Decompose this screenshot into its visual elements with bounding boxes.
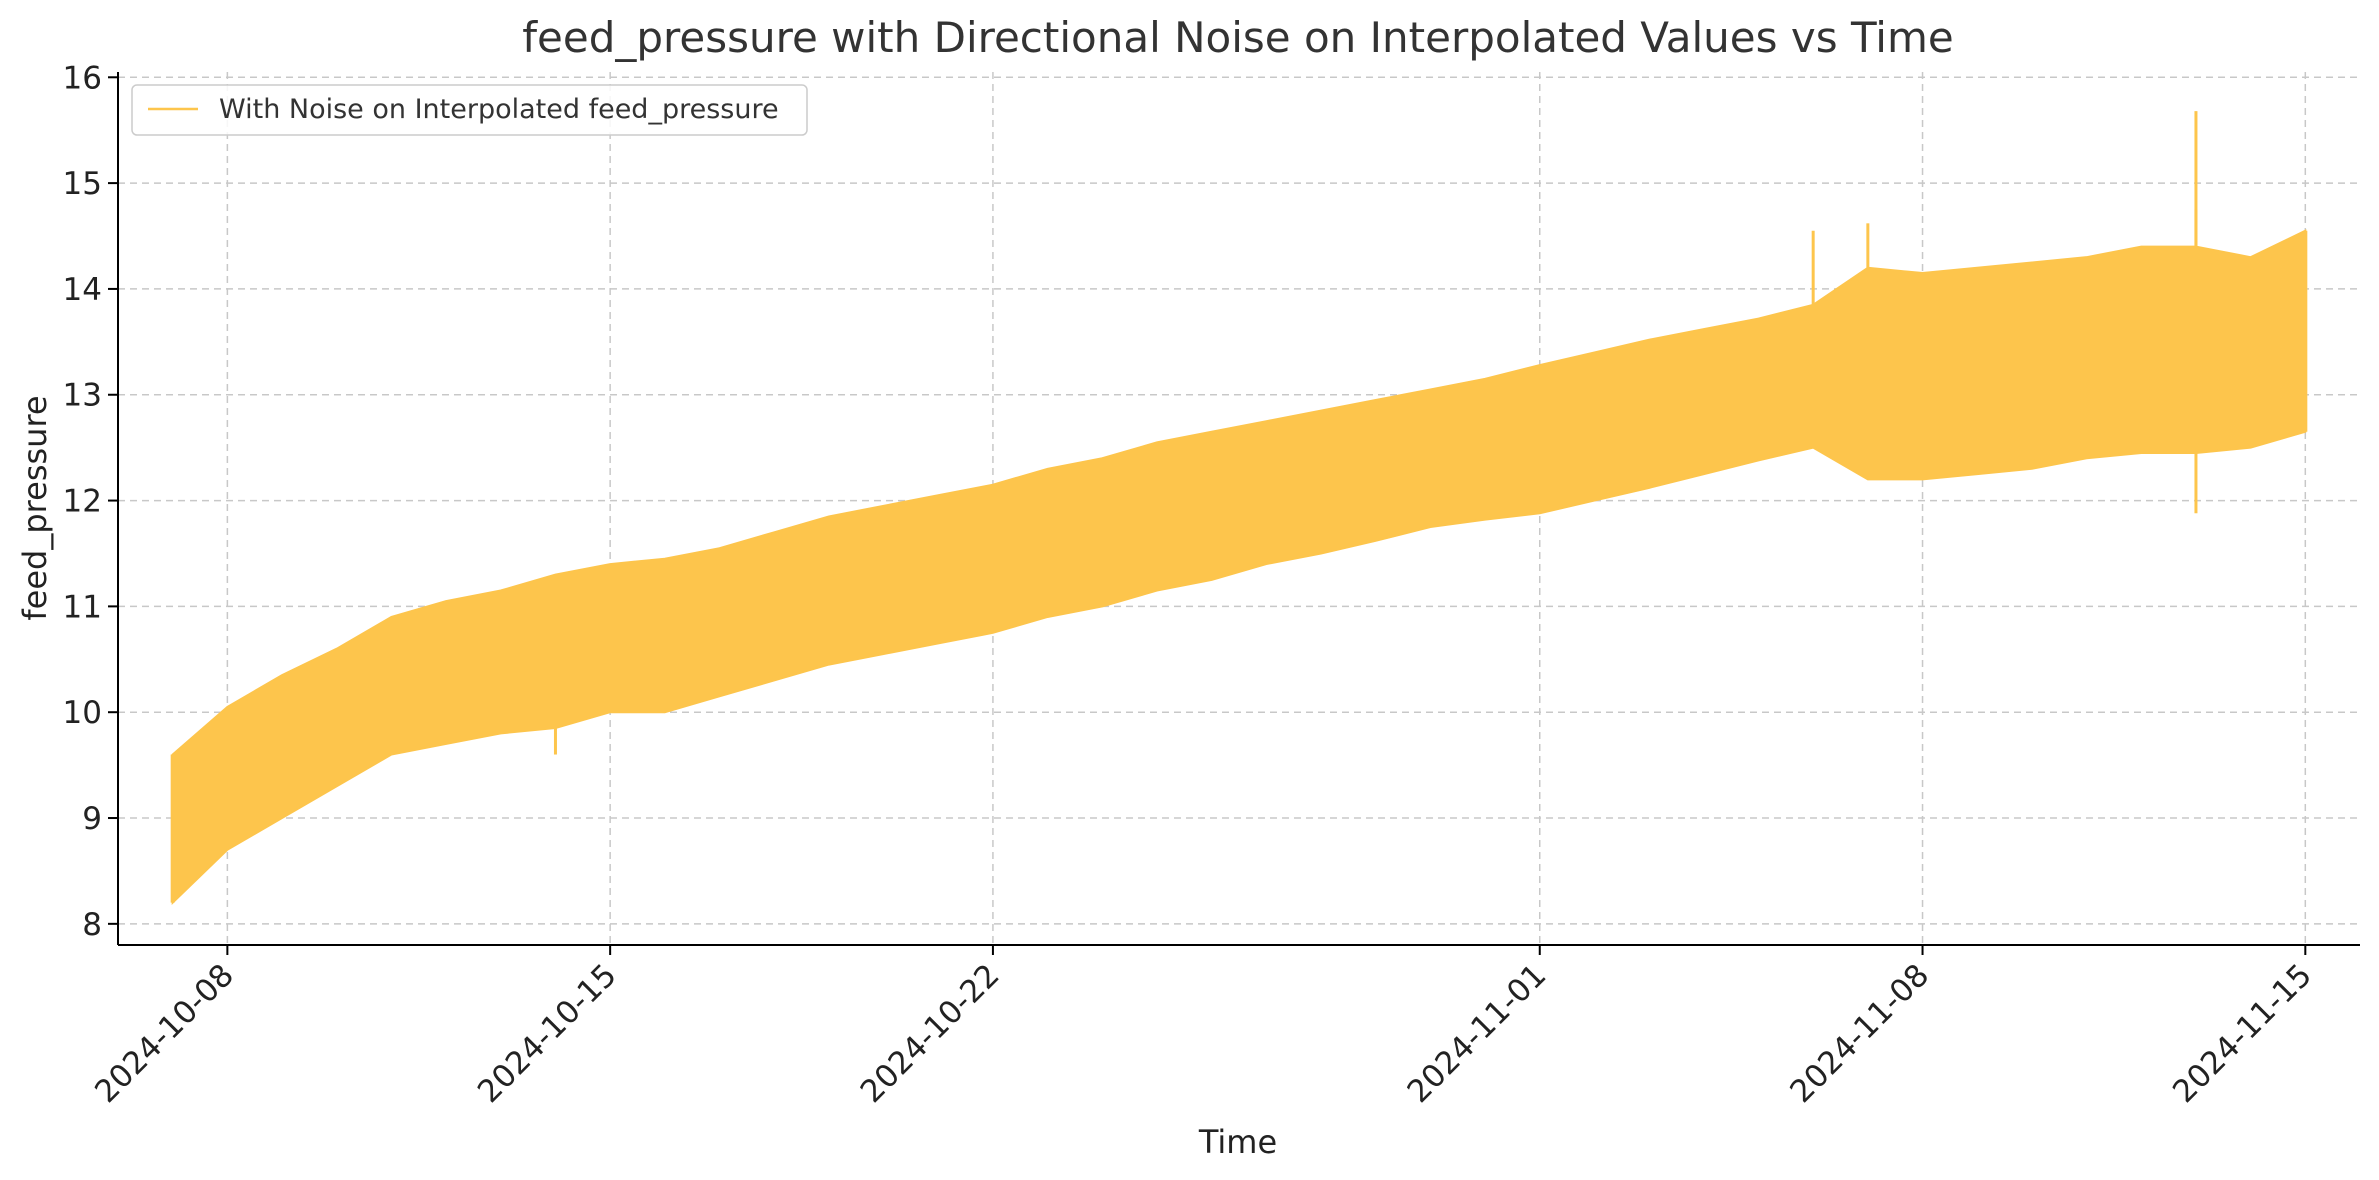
y-axis-label: feed_pressure bbox=[16, 395, 54, 620]
x-tick-label: 2024-11-01 bbox=[1401, 957, 1554, 1110]
legend: With Noise on Interpolated feed_pressure bbox=[131, 84, 808, 136]
y-tick-label: 15 bbox=[63, 166, 102, 202]
y-tick-label: 11 bbox=[63, 589, 102, 625]
x-ticks: 2024-10-08 2024-10-15 2024-10-22 2024-11-01… bbox=[88, 945, 2319, 1110]
series-band bbox=[171, 229, 2307, 906]
x-tick-label: 2024-11-15 bbox=[2166, 957, 2319, 1110]
y-ticks: 8 9 10 11 12 13 14 15 16 bbox=[63, 60, 118, 943]
y-tick-label: 16 bbox=[63, 60, 102, 96]
x-tick-label: 2024-10-08 bbox=[88, 957, 241, 1110]
y-tick-label: 10 bbox=[63, 695, 102, 731]
y-tick-label: 8 bbox=[82, 907, 102, 943]
x-tick-label: 2024-10-22 bbox=[854, 957, 1007, 1110]
chart-title: feed_pressure with Directional Noise on … bbox=[522, 13, 1953, 62]
y-tick-label: 9 bbox=[82, 801, 102, 837]
series-area bbox=[170, 111, 2308, 906]
y-tick-label: 12 bbox=[63, 484, 102, 520]
y-tick-label: 14 bbox=[63, 272, 102, 308]
axes bbox=[117, 72, 2360, 946]
x-tick-label: 2024-11-08 bbox=[1783, 957, 1936, 1110]
legend-label: With Noise on Interpolated feed_pressure bbox=[219, 94, 779, 125]
x-axis-label: Time bbox=[1198, 1123, 1277, 1161]
legend-box bbox=[131, 84, 808, 136]
y-tick-label: 13 bbox=[63, 378, 102, 414]
x-tick-label: 2024-10-15 bbox=[471, 957, 624, 1110]
